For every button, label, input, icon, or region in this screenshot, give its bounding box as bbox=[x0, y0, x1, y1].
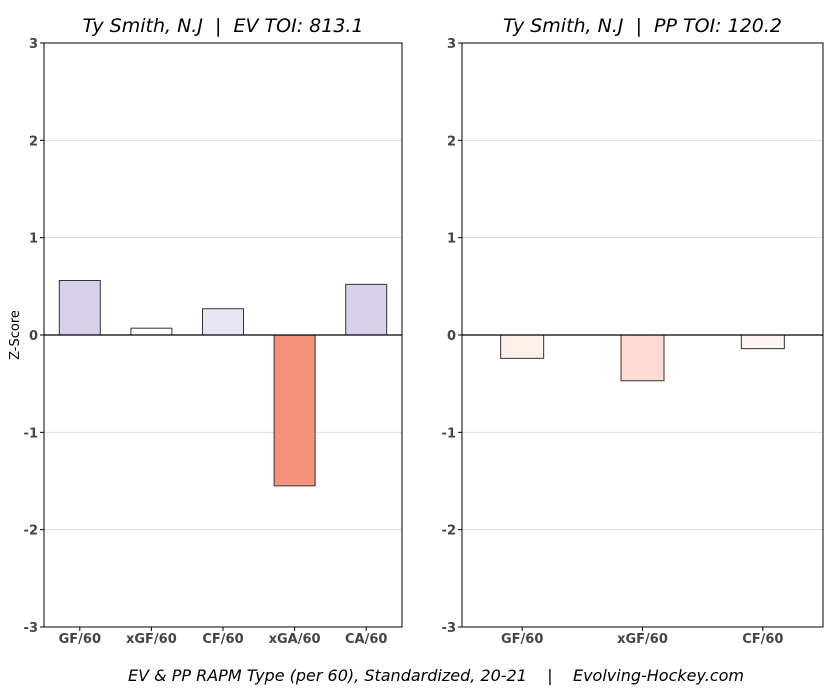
panel-title: Ty Smith, N.J | PP TOI: 120.2 bbox=[503, 15, 782, 37]
bar-xgf-60 bbox=[130, 327, 173, 336]
pp-panel: -3 -2 -1 0 1 2 3 GF/60 xGF/60 CF/60 Ty Smith, N.J … bbox=[442, 15, 824, 647]
y-tick-label: -3 bbox=[24, 621, 38, 636]
y-tick-label: 0 bbox=[447, 329, 456, 344]
category-label: xGF/60 bbox=[617, 632, 668, 647]
bar-cf-60 bbox=[740, 334, 785, 350]
y-tick-label: -1 bbox=[24, 426, 38, 441]
bar-ca-60 bbox=[345, 283, 388, 336]
y-tick-label: -3 bbox=[442, 621, 456, 636]
category-label: GF/60 bbox=[501, 632, 543, 647]
category-label: CF/60 bbox=[202, 632, 243, 647]
y-tick-label: 3 bbox=[447, 37, 456, 52]
y-tick-label: 1 bbox=[447, 232, 456, 247]
ev-panel: -3 -2 -1 0 1 2 3 GF/60 xGF/60 CF/60 xGA/60 CA/60 Ty … bbox=[8, 15, 403, 647]
bar-gf-60 bbox=[58, 279, 101, 336]
y-tick-label: 2 bbox=[29, 134, 38, 149]
bar-cf-60 bbox=[202, 308, 244, 336]
category-label: CF/60 bbox=[742, 632, 783, 647]
bar-xga-60 bbox=[273, 334, 316, 487]
y-tick-label: 1 bbox=[29, 232, 38, 247]
category-label: CA/60 bbox=[345, 632, 387, 647]
y-tick-label: 3 bbox=[29, 37, 38, 52]
bar-xgf-60 bbox=[620, 334, 665, 382]
y-tick-label: -1 bbox=[442, 426, 456, 441]
category-label: xGA/60 bbox=[269, 632, 321, 647]
category-label: xGF/60 bbox=[126, 632, 177, 647]
y-tick-label: -2 bbox=[24, 524, 38, 539]
y-tick-label: -2 bbox=[442, 524, 456, 539]
y-tick-label: 0 bbox=[29, 329, 38, 344]
footer-caption: EV & PP RAPM Type (per 60), Standardized… bbox=[128, 666, 744, 685]
y-axis-label: Z-Score bbox=[8, 310, 23, 360]
category-label: GF/60 bbox=[59, 632, 101, 647]
panel-title: Ty Smith, N.J | EV TOI: 813.1 bbox=[82, 15, 363, 37]
y-tick-label: 2 bbox=[447, 134, 456, 149]
bar-gf-60 bbox=[500, 334, 545, 359]
